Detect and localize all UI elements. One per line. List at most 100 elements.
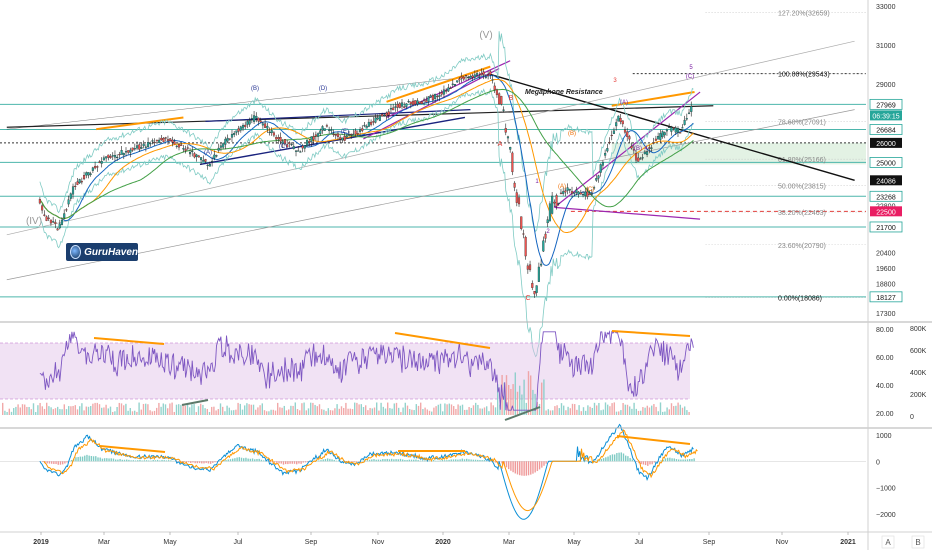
volume-bar <box>624 404 626 415</box>
bollinger-lower <box>39 87 694 358</box>
volume-bar <box>107 408 109 415</box>
volume-bar <box>224 411 226 415</box>
volume-bar <box>13 408 15 415</box>
countdown-tag <box>870 110 902 121</box>
fib-label: 61.80%(25166) <box>778 157 826 164</box>
macd-histogram-bar <box>613 454 616 462</box>
candle <box>568 188 571 191</box>
volume-bar <box>65 409 68 415</box>
macd-histogram-bar <box>404 460 406 462</box>
volume-bar <box>140 409 142 415</box>
price-tag <box>870 175 902 186</box>
candle <box>599 164 602 173</box>
volume-bar <box>30 409 32 415</box>
volume-bar <box>294 402 296 415</box>
macd-histogram-bar <box>578 460 581 462</box>
volume-bar <box>343 407 345 415</box>
candle <box>604 152 607 156</box>
candle <box>641 157 644 159</box>
wave-label: 1 <box>535 179 539 185</box>
wave-label: C <box>525 295 530 302</box>
macd-histogram-bar <box>103 458 106 462</box>
macd-histogram-bar <box>693 458 695 462</box>
volume-bar <box>613 402 615 415</box>
volume-bar <box>644 407 646 415</box>
volume-bar <box>6 412 8 415</box>
candle <box>113 155 117 158</box>
volume-bar <box>481 408 483 415</box>
macd-histogram-bar <box>289 461 291 464</box>
volume-bar <box>433 407 435 415</box>
volume-bar <box>54 408 57 415</box>
candle <box>138 144 141 150</box>
volume-bar <box>596 405 598 415</box>
macd-histogram-bar <box>110 458 112 462</box>
candle <box>643 151 646 155</box>
macd-histogram-bar <box>183 461 185 463</box>
volume-bar <box>360 404 362 415</box>
time-tick-label: May <box>567 539 581 546</box>
volume-bar <box>169 403 171 415</box>
candle <box>473 74 476 78</box>
axis-a-button[interactable] <box>881 535 895 549</box>
macd-histogram-bar <box>466 458 468 462</box>
candle <box>160 137 163 141</box>
time-tick-label: Sep <box>703 539 716 546</box>
volume-bar <box>257 407 259 415</box>
macd-histogram-bar <box>382 458 384 462</box>
volume-bar <box>488 411 490 415</box>
candle <box>122 153 125 156</box>
macd-histogram-bar <box>282 461 285 465</box>
volume-bar <box>620 410 622 415</box>
volume-bar <box>145 403 147 415</box>
candle <box>681 127 684 129</box>
volume-bar <box>598 402 600 415</box>
volume-bar <box>274 410 277 415</box>
volume-bar <box>371 408 373 415</box>
volume-bar <box>241 409 244 415</box>
macd-histogram-bar <box>214 461 216 463</box>
volume-bar <box>356 402 358 415</box>
candle <box>266 125 269 129</box>
candle <box>676 128 680 133</box>
candle <box>487 74 490 76</box>
wave-label: (V) <box>479 30 492 41</box>
volume-bar <box>378 410 380 415</box>
volume-bar <box>657 411 659 415</box>
macd-histogram-bar <box>373 459 375 462</box>
candle <box>272 132 275 136</box>
macd-histogram-bar <box>154 460 157 462</box>
price-tag <box>869 190 903 202</box>
macd-histogram-bar <box>86 454 88 462</box>
candle <box>147 142 150 148</box>
macd-histogram-bar <box>507 461 510 470</box>
macd-histogram-bar <box>90 455 93 462</box>
candle <box>347 134 351 136</box>
candle <box>597 175 600 179</box>
volume-bar <box>230 410 233 415</box>
macd-histogram-bar <box>596 460 598 462</box>
axis-b-button[interactable] <box>911 535 925 549</box>
price-tag-label: 27969 <box>876 102 896 109</box>
candle <box>186 147 189 149</box>
candle <box>436 96 439 98</box>
price-tick: 19600 <box>876 266 896 273</box>
macd-histogram-bar <box>196 461 199 464</box>
macd-histogram-bar <box>212 461 214 463</box>
rsi-tick: 20.00 <box>876 411 894 418</box>
volume-bar <box>327 408 329 415</box>
time-tick-label: Nov <box>776 539 789 546</box>
volume-bar <box>461 404 464 415</box>
candle <box>85 172 88 176</box>
candle <box>268 131 271 134</box>
rsi-divergence-line <box>394 332 491 349</box>
macd-histogram-bar <box>256 458 258 462</box>
volume-bar <box>404 402 406 415</box>
candle <box>197 155 200 158</box>
candle <box>102 157 105 161</box>
candle <box>491 79 494 81</box>
volume-bar <box>211 406 213 415</box>
volume-bar <box>585 410 587 415</box>
macd-histogram-bar <box>496 461 499 463</box>
candle <box>579 192 582 195</box>
